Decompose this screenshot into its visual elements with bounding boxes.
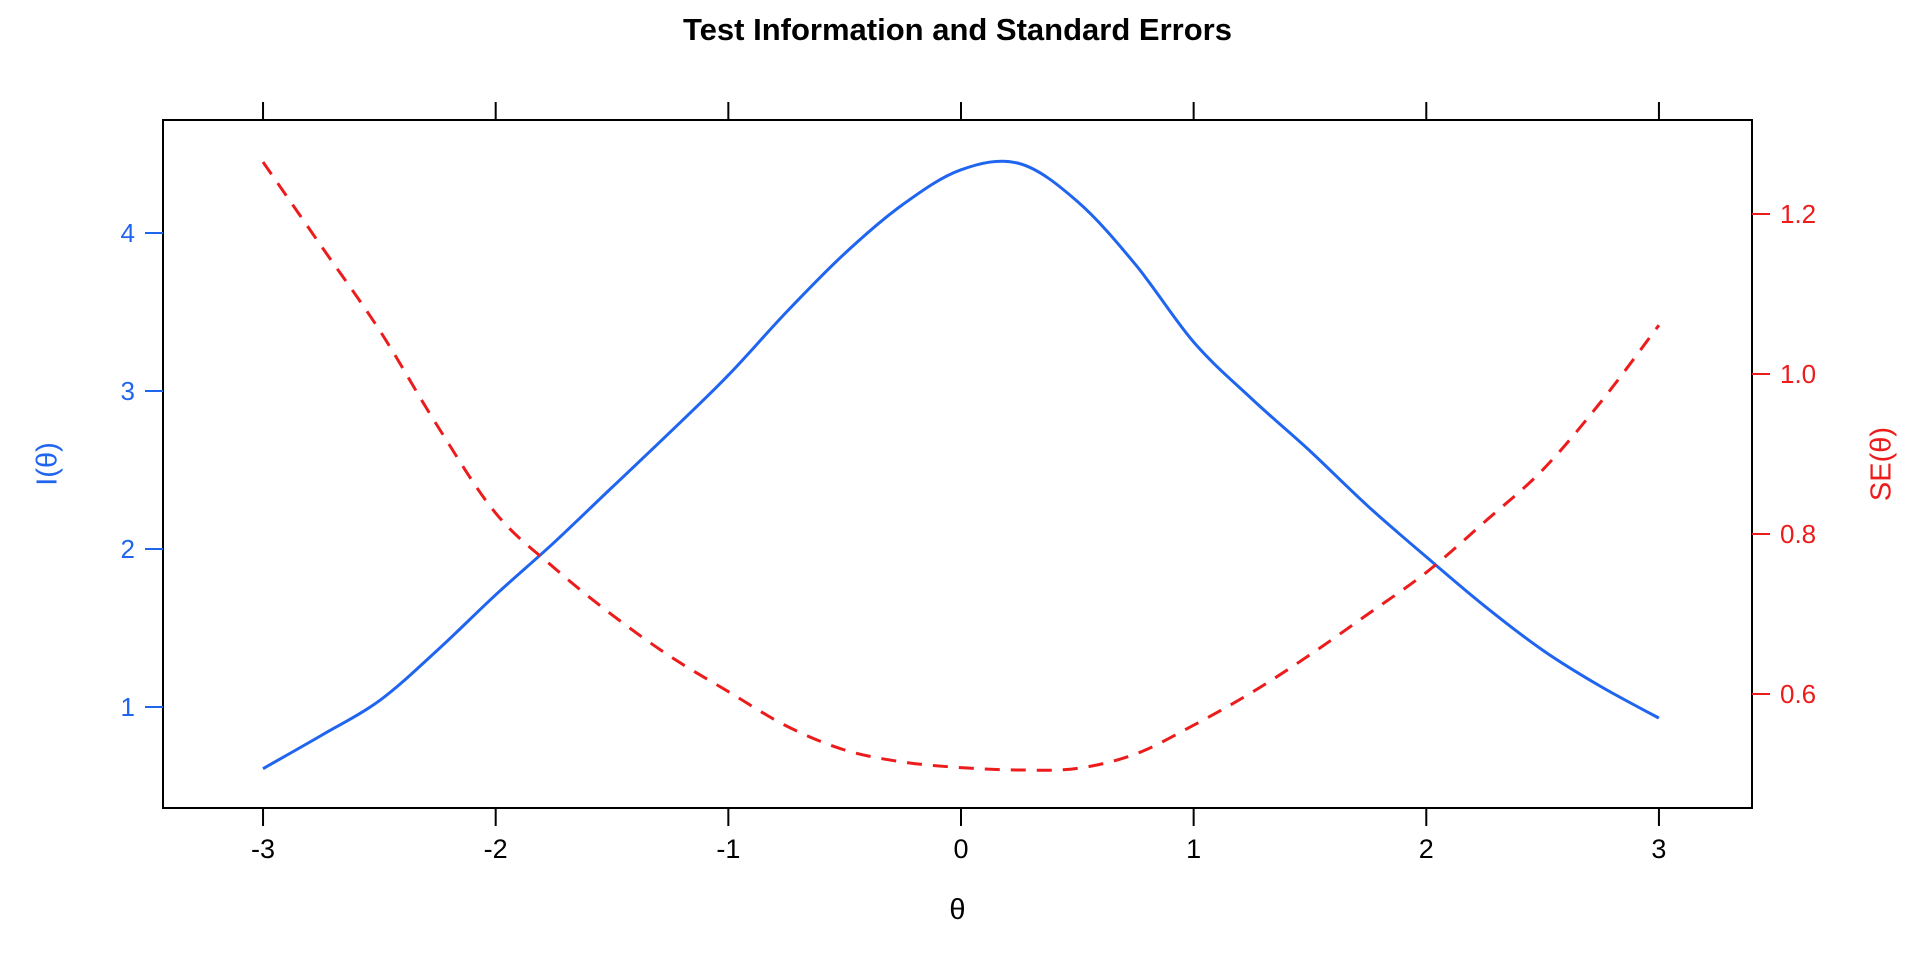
x-axis-title: θ bbox=[949, 894, 966, 926]
information-curve bbox=[262, 159, 1660, 770]
chart-title: Test Information and Standard Errors bbox=[683, 12, 1232, 47]
right-tick-label: 0.6 bbox=[1780, 679, 1816, 709]
x-tick-label: -3 bbox=[251, 834, 275, 864]
right-tick-label: 1.0 bbox=[1780, 359, 1816, 389]
x-tick-label: 0 bbox=[953, 834, 968, 864]
left-tick-label: 1 bbox=[121, 692, 135, 722]
x-tick-label: 2 bbox=[1419, 834, 1434, 864]
x-tick-label: 3 bbox=[1651, 834, 1666, 864]
x-tick-label: -1 bbox=[716, 834, 740, 864]
standard-error-curve bbox=[261, 161, 1661, 772]
right-tick-label: 0.8 bbox=[1780, 519, 1816, 549]
plot-frame bbox=[162, 119, 1753, 809]
left-tick-label: 3 bbox=[121, 376, 135, 406]
left-tick-label: 4 bbox=[121, 218, 135, 248]
right-tick-label: 1.2 bbox=[1780, 199, 1816, 229]
left-tick-label: 2 bbox=[121, 534, 135, 564]
x-tick-label: -2 bbox=[484, 834, 508, 864]
x-tick-label: 1 bbox=[1186, 834, 1201, 864]
